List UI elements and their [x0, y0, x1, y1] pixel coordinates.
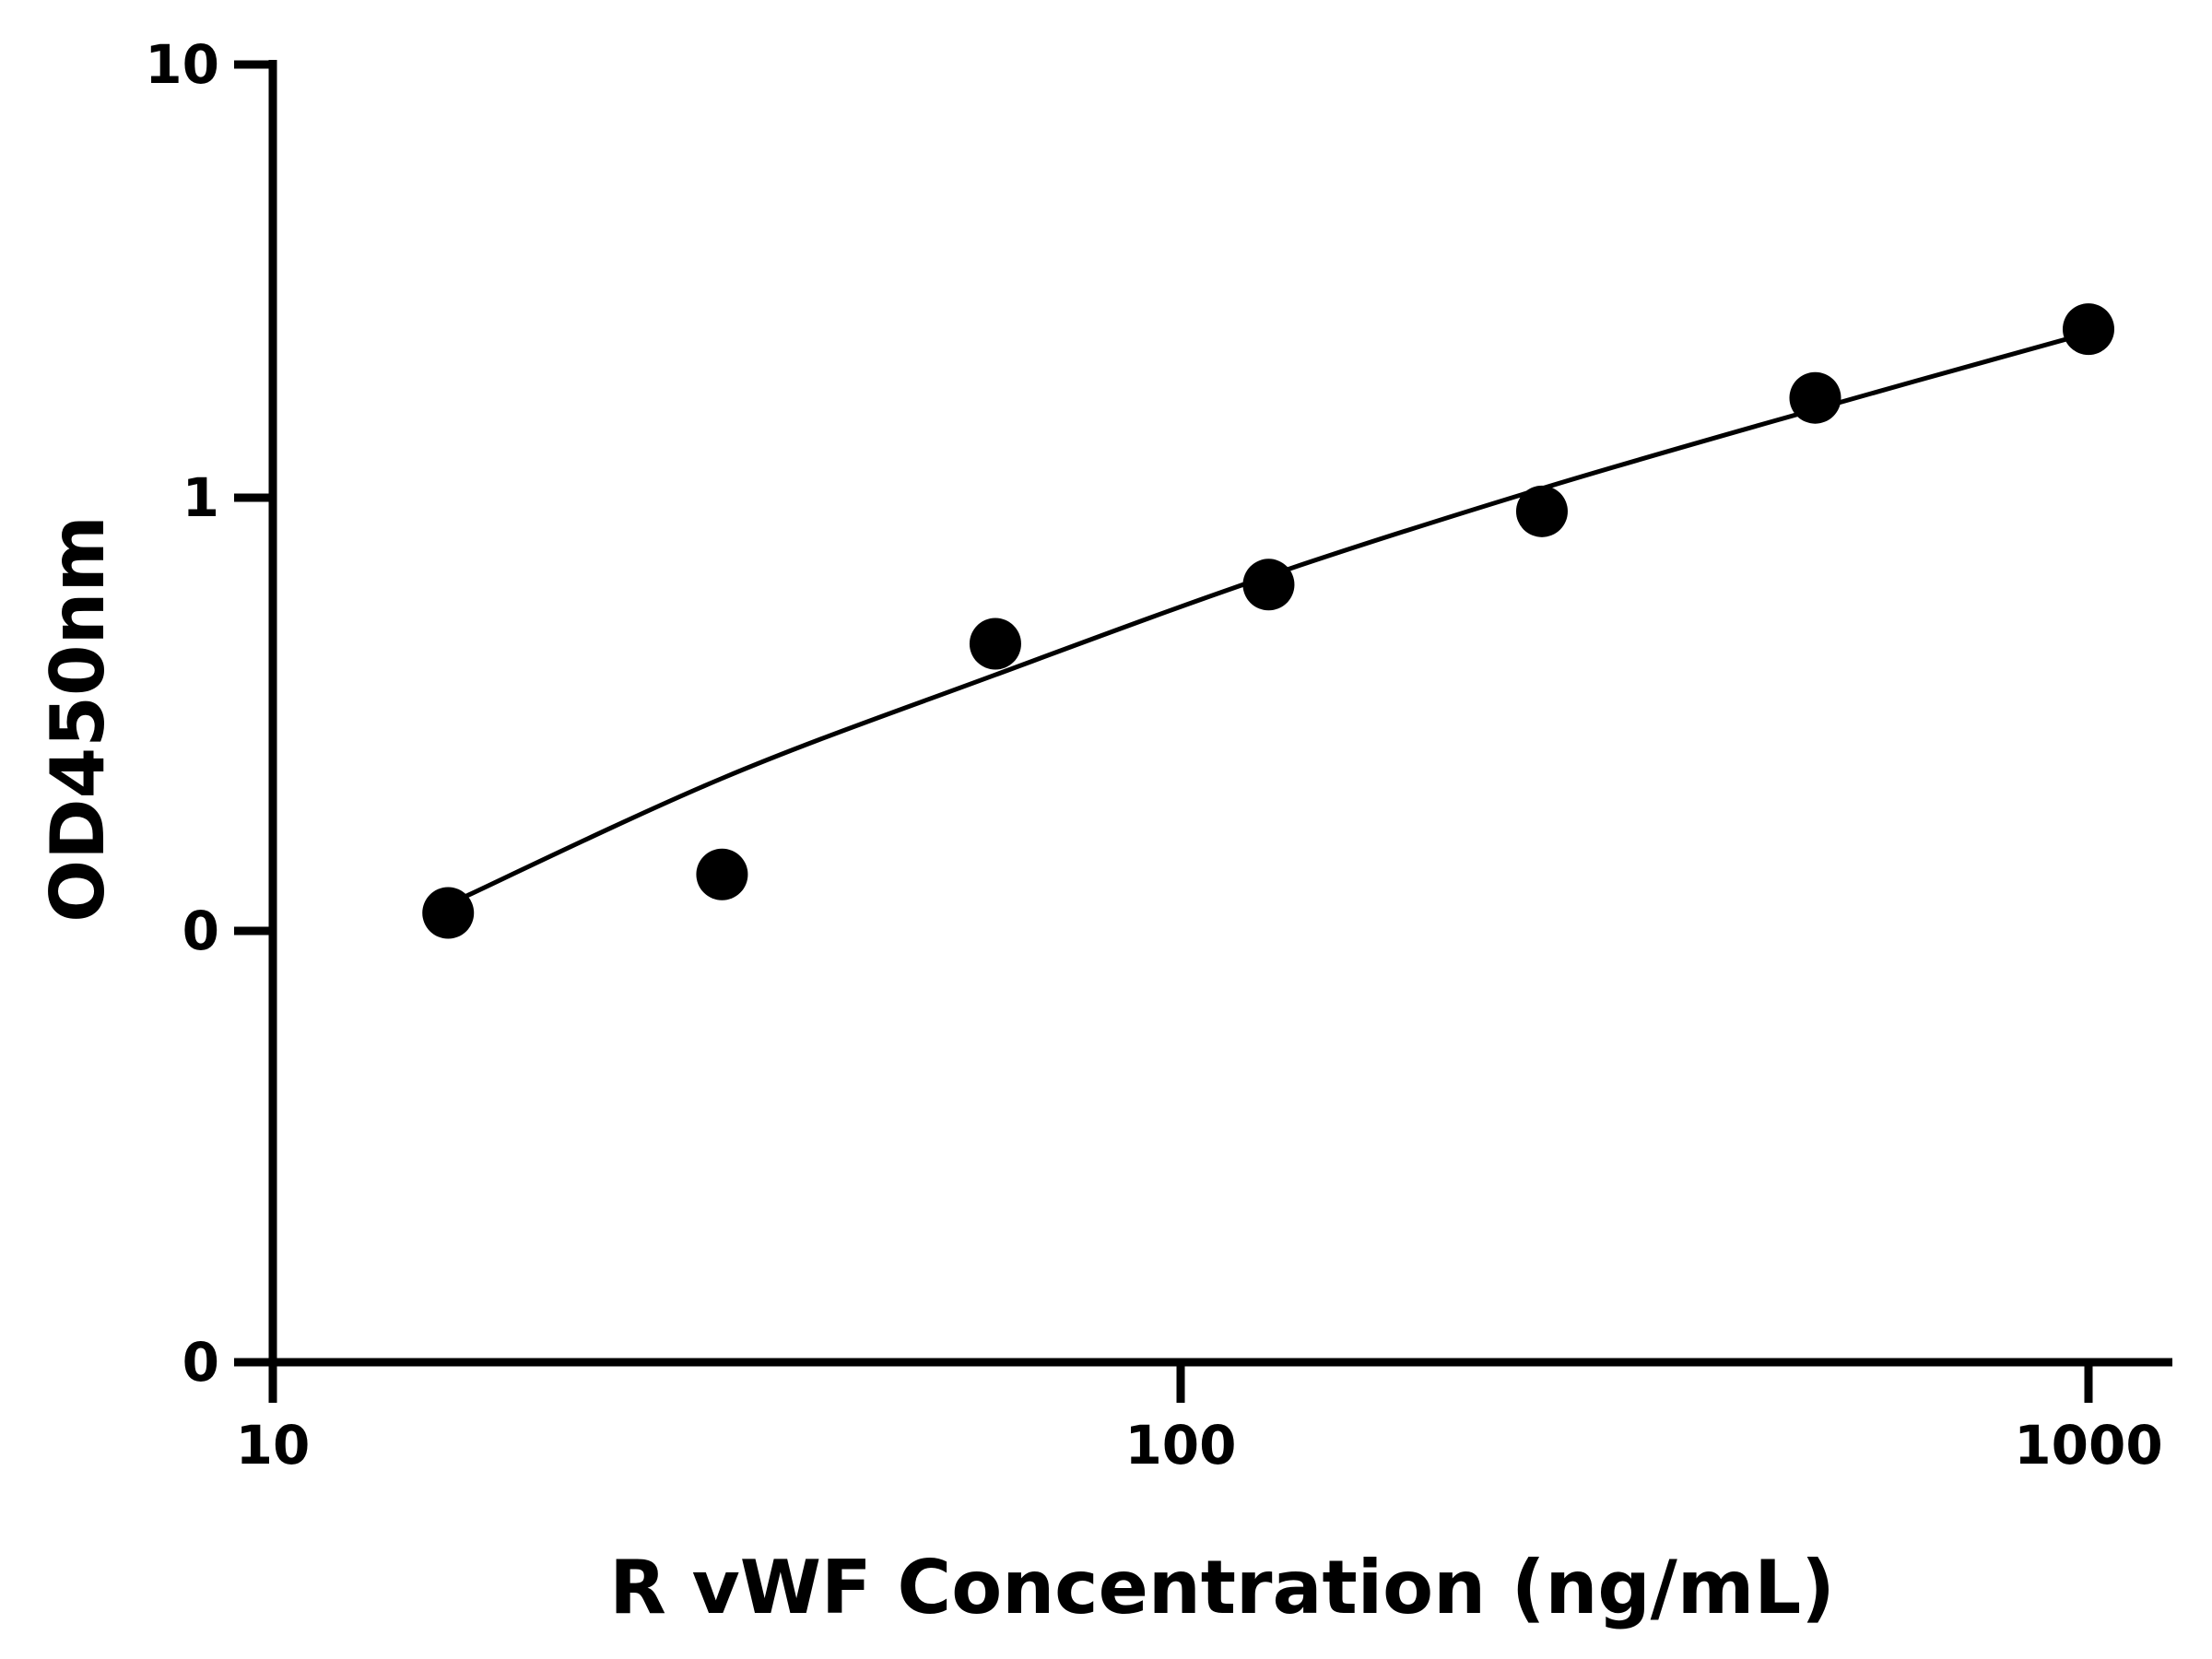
x-axis-title: R vWF Concentration (ng/mL) [609, 1545, 1835, 1630]
fit-curve [447, 330, 2089, 907]
y-tick-label: 0 [182, 1331, 219, 1394]
data-point [696, 848, 748, 900]
data-point [1789, 371, 1841, 424]
data-point [1515, 485, 1568, 537]
y-ticks: 0 0 1 10 [145, 33, 273, 1394]
data-point [422, 887, 475, 939]
data-point [1242, 559, 1295, 611]
x-tick-label: 10 [236, 1414, 311, 1477]
data-point [2063, 303, 2114, 356]
y-tick-label: 1 [182, 466, 219, 529]
x-ticks: 10 100 1000 [236, 1362, 2163, 1477]
axes [268, 60, 2172, 1367]
y-tick-label: 10 [145, 33, 219, 96]
x-tick-label: 100 [1124, 1414, 1236, 1477]
x-tick-label: 1000 [2014, 1414, 2162, 1477]
data-point [969, 618, 1021, 670]
y-axis-title: OD450nm [35, 515, 121, 923]
y-tick-label: 0 [182, 900, 219, 962]
data-points [422, 303, 2114, 939]
